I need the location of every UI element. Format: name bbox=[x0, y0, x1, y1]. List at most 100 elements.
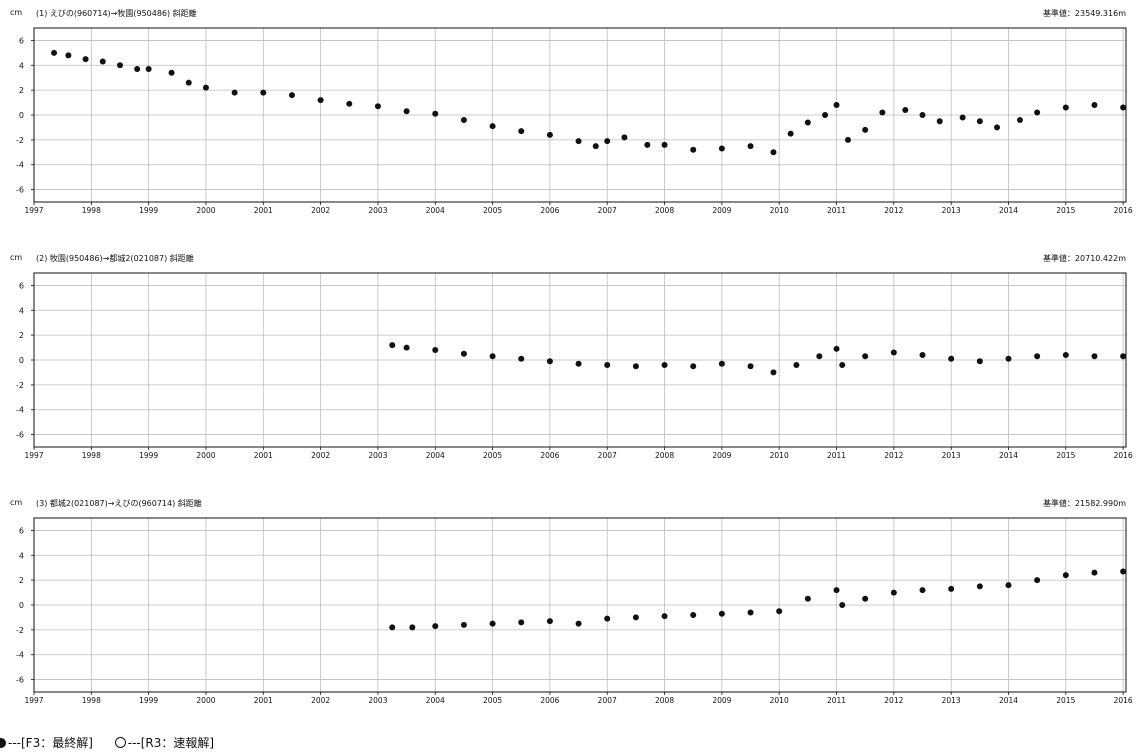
plot-frame bbox=[33, 27, 1127, 203]
data-point bbox=[833, 345, 840, 352]
data-point bbox=[661, 613, 668, 620]
baseline-value: 基準値：20710.422m bbox=[1042, 254, 1126, 263]
x-tick-label: 2001 bbox=[254, 696, 273, 705]
data-point bbox=[994, 124, 1001, 131]
baseline-value: 基準値：21582.990m bbox=[1042, 499, 1126, 508]
data-point bbox=[644, 141, 651, 148]
data-point bbox=[317, 97, 324, 104]
x-tick-label: 2013 bbox=[942, 451, 961, 460]
data-point bbox=[518, 619, 525, 626]
y-tick-label: 6 bbox=[19, 526, 24, 535]
x-tick-label: 2002 bbox=[311, 451, 330, 460]
x-tick-label: 1999 bbox=[139, 451, 158, 460]
data-point bbox=[804, 595, 811, 602]
data-point bbox=[1091, 102, 1098, 109]
x-tick-label: 1999 bbox=[139, 206, 158, 215]
x-tick-label: 2004 bbox=[426, 206, 445, 215]
data-point bbox=[787, 130, 794, 137]
x-tick-label: 2005 bbox=[483, 206, 502, 215]
x-tick-label: 1998 bbox=[82, 696, 101, 705]
data-point bbox=[374, 103, 381, 110]
data-point bbox=[1120, 353, 1127, 360]
data-point bbox=[919, 352, 926, 359]
data-point bbox=[432, 347, 439, 354]
filled-circle-icon bbox=[0, 737, 6, 748]
data-point bbox=[489, 123, 496, 130]
x-tick-label: 2014 bbox=[999, 206, 1018, 215]
data-point bbox=[604, 361, 611, 368]
data-point bbox=[116, 62, 123, 69]
data-point bbox=[1005, 582, 1012, 589]
data-point bbox=[460, 350, 467, 357]
x-tick-label: 2011 bbox=[827, 206, 846, 215]
x-tick-label: 2005 bbox=[483, 451, 502, 460]
data-point bbox=[718, 360, 725, 367]
y-tick-label: -2 bbox=[16, 626, 24, 635]
y-tick-label: -2 bbox=[16, 136, 24, 145]
data-point bbox=[575, 620, 582, 627]
x-tick-label: 2015 bbox=[1056, 696, 1075, 705]
x-tick-label: 2015 bbox=[1056, 206, 1075, 215]
x-tick-label: 1997 bbox=[24, 206, 43, 215]
x-tick-label: 2003 bbox=[368, 696, 387, 705]
x-tick-label: 2008 bbox=[655, 451, 674, 460]
data-point bbox=[902, 107, 909, 114]
y-tick-label: -6 bbox=[16, 676, 24, 685]
x-tick-label: 2009 bbox=[712, 451, 731, 460]
data-point bbox=[936, 118, 943, 125]
x-tick-label: 2014 bbox=[999, 696, 1018, 705]
data-point bbox=[718, 145, 725, 152]
y-tick-label: -6 bbox=[16, 186, 24, 195]
y-tick-label: 2 bbox=[19, 86, 24, 95]
x-tick-label: 2009 bbox=[712, 696, 731, 705]
data-point bbox=[890, 349, 897, 356]
data-point bbox=[82, 56, 89, 63]
legend-final: ---[F3：最終解] bbox=[8, 736, 93, 750]
y-tick-label: -2 bbox=[16, 381, 24, 390]
data-point bbox=[804, 119, 811, 126]
data-point bbox=[1005, 355, 1012, 362]
y-tick-label: -4 bbox=[16, 651, 24, 660]
x-tick-label: 2010 bbox=[770, 696, 789, 705]
data-point bbox=[862, 595, 869, 602]
data-point bbox=[168, 69, 175, 76]
x-tick-label: 2000 bbox=[196, 451, 215, 460]
data-point bbox=[518, 355, 525, 362]
x-tick-label: 2001 bbox=[254, 451, 273, 460]
data-point bbox=[202, 84, 209, 91]
data-point bbox=[948, 355, 955, 362]
data-point bbox=[489, 620, 496, 627]
data-point bbox=[959, 114, 966, 121]
data-point bbox=[862, 126, 869, 133]
data-point bbox=[976, 118, 983, 125]
scatter-plot: 6 4 2 0 -2 -4 -6 1997 1998 1999 2000 2001 2002 2003 20… bbox=[16, 272, 1133, 460]
data-point bbox=[948, 585, 955, 592]
baseline-value: 基準値：23549.316m bbox=[1042, 9, 1126, 18]
data-point bbox=[432, 623, 439, 630]
y-tick-label: 4 bbox=[19, 306, 24, 315]
chart-title: (2) 牧園(950486)→都城2(021087) 斜距離 bbox=[36, 254, 194, 263]
data-point bbox=[546, 131, 553, 138]
data-point bbox=[690, 611, 697, 618]
data-point bbox=[288, 92, 295, 99]
x-tick-label: 2010 bbox=[770, 206, 789, 215]
x-tick-label: 1998 bbox=[82, 206, 101, 215]
data-point bbox=[747, 609, 754, 616]
data-point bbox=[690, 363, 697, 370]
y-tick-label: 4 bbox=[19, 61, 24, 70]
x-tick-label: 2006 bbox=[540, 696, 559, 705]
x-tick-label: 1999 bbox=[139, 696, 158, 705]
y-tick-label: 0 bbox=[19, 601, 24, 610]
data-point bbox=[879, 109, 886, 116]
data-point bbox=[409, 624, 416, 631]
data-point bbox=[919, 112, 926, 118]
data-point bbox=[546, 618, 553, 625]
x-tick-label: 2011 bbox=[827, 451, 846, 460]
data-point bbox=[546, 358, 553, 365]
data-point bbox=[690, 146, 697, 153]
data-point bbox=[1062, 104, 1069, 111]
data-point bbox=[460, 116, 467, 123]
data-point bbox=[718, 610, 725, 617]
x-tick-label: 2016 bbox=[1114, 696, 1133, 705]
data-point bbox=[661, 361, 668, 368]
